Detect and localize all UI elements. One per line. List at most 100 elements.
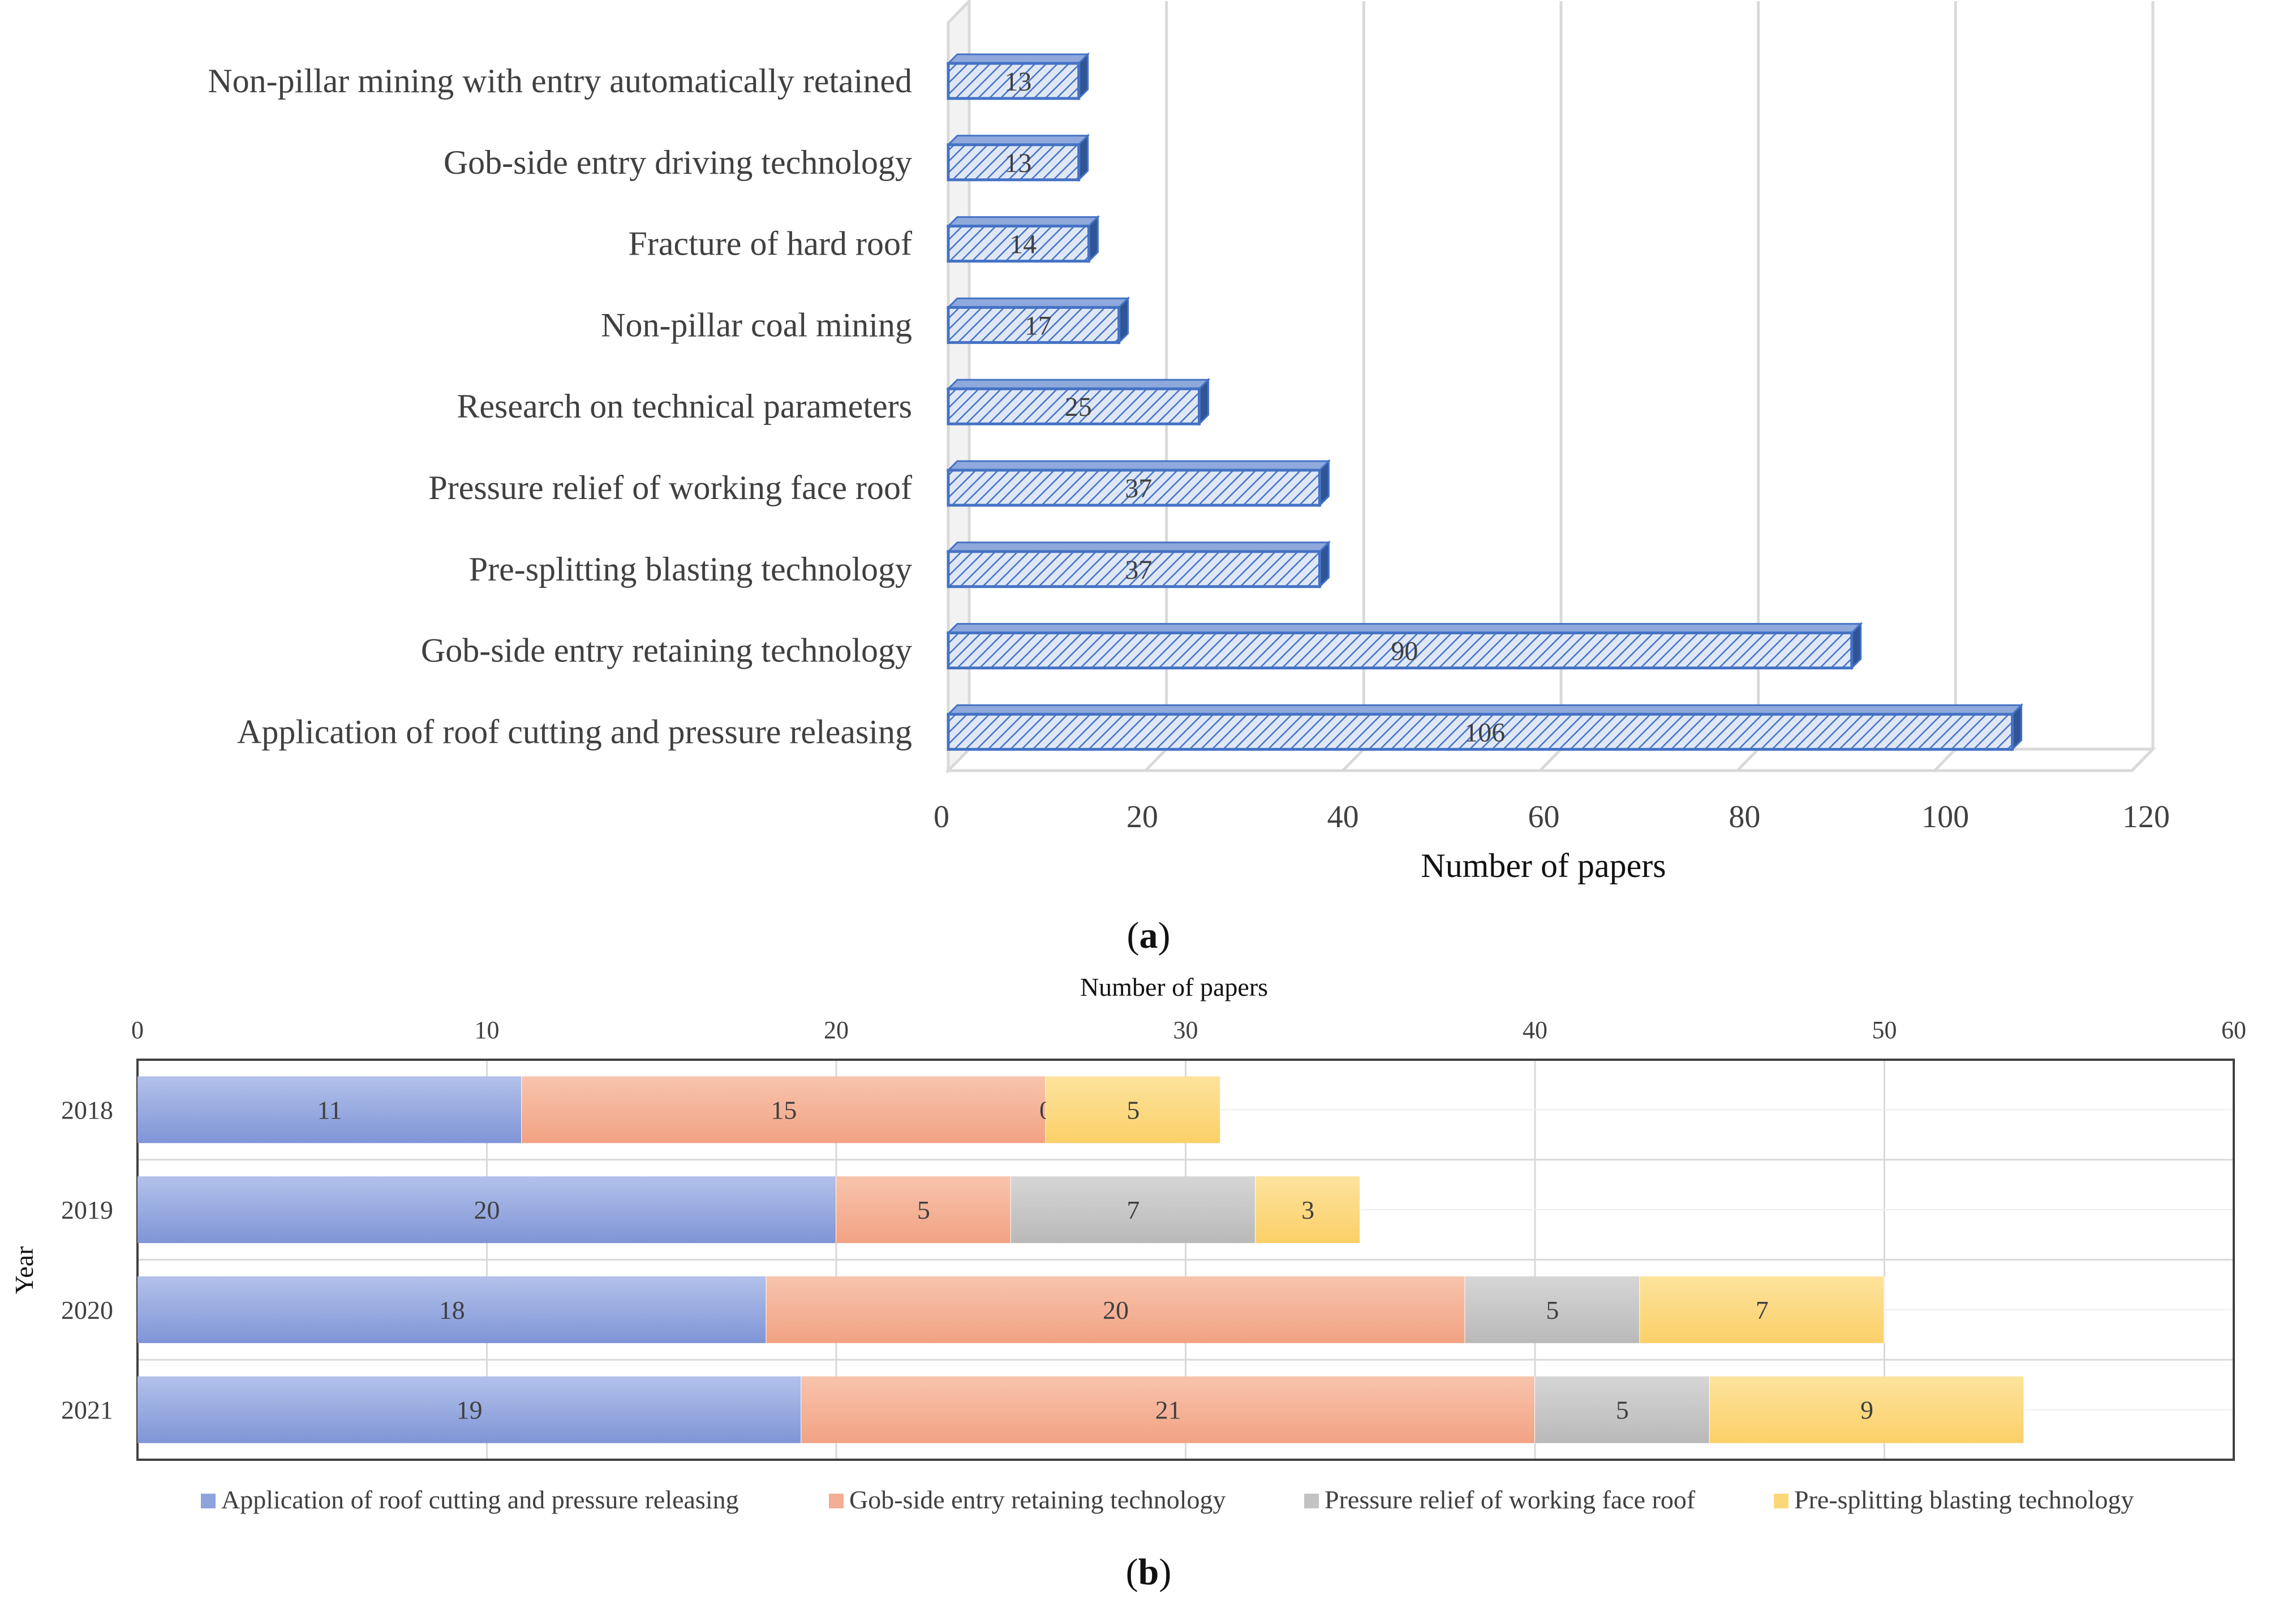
chart-b: Number of papers 0 10 20 30 40 50 60 11 15 0 5 20 5… (10, 973, 2246, 1593)
chart-a-category-labels: Non-pillar mining with entry automatical… (208, 62, 912, 750)
chart-b-segment-value: 9 (1860, 1396, 1873, 1425)
chart-b-bar-segment (1465, 1276, 1640, 1343)
chart-a-tick-label: 40 (1327, 799, 1359, 835)
chart-b-legend-swatch (829, 1494, 844, 1508)
chart-a-category-label: Gob-side entry driving technology (444, 144, 912, 181)
chart-a-category-label: Non-pillar mining with entry automatical… (208, 62, 912, 100)
chart-a-bar (947, 225, 1090, 263)
chart-b-bar-segment (1256, 1176, 1361, 1244)
chart-b-segment-value: 5 (1126, 1095, 1140, 1124)
chart-b-bar-segment (137, 1376, 802, 1443)
chart-b-bar-segment (522, 1076, 1046, 1143)
chart-a: 13 13 14 17 25 37 37 90 106 Non-pillar mining wi… (208, 0, 2170, 956)
chart-b-tick-label: 50 (1872, 1016, 1897, 1044)
chart-b-tick-label: 30 (1173, 1016, 1198, 1044)
chart-a-tick-label: 120 (2122, 799, 2170, 835)
chart-b-bar-segment (1046, 1076, 1221, 1143)
chart-b-legend-label: Application of roof cutting and pressure… (221, 1485, 739, 1514)
chart-a-bar-value: 14 (1009, 230, 1037, 260)
chart-b-year-labels: 2018 2019 2020 2021 (61, 1095, 113, 1424)
chart-b-segment-value: 21 (1155, 1396, 1181, 1425)
chart-b-legend-label: Pressure relief of working face roof (1325, 1485, 1696, 1514)
chart-a-tick-label: 0 (934, 799, 949, 835)
chart-b-bar-segment (1709, 1376, 2024, 1443)
chart-b-tick-label: 60 (2221, 1016, 2246, 1044)
chart-b-tick-label: 0 (131, 1016, 144, 1044)
chart-b-bar-segment (1640, 1276, 1885, 1343)
chart-a-panel-label: (a) (1127, 915, 1171, 956)
chart-b-segment-value: 20 (1103, 1296, 1129, 1325)
chart-b-bars: 11150520573182057192159 (137, 1076, 2025, 1443)
chart-a-bar (947, 712, 2014, 751)
chart-a-bar (947, 550, 1321, 588)
chart-a-category-label: Research on technical parameters (457, 388, 912, 425)
chart-a-bars: 13 13 14 17 25 37 37 90 106 (946, 52, 2024, 752)
chart-b-segment-value: 7 (1756, 1296, 1769, 1325)
chart-a-bar (947, 387, 1201, 425)
chart-b-bar-segment (801, 1376, 1535, 1443)
chart-a-bar (947, 143, 1081, 182)
chart-b-bar-segment (137, 1276, 767, 1343)
chart-b-segment-value: 18 (439, 1296, 465, 1325)
chart-b-segment-value: 15 (771, 1095, 797, 1124)
chart-b-legend-swatch (1304, 1494, 1319, 1508)
chart-a-tick-label: 60 (1528, 799, 1560, 835)
chart-b-legend-swatch (201, 1494, 216, 1508)
chart-a-bar (947, 62, 1081, 100)
chart-b-segment-value: 19 (457, 1396, 483, 1425)
chart-a-tick-label: 20 (1126, 799, 1158, 835)
chart-a-floor-gridline (1144, 748, 1168, 772)
chart-a-floor-gridline (2131, 748, 2154, 772)
chart-b-legend-label: Pre-splitting blasting technology (1794, 1485, 2134, 1514)
chart-b-year-label: 2021 (61, 1396, 113, 1425)
chart-b-segment-value: 5 (917, 1196, 930, 1224)
chart-a-bar-value: 25 (1065, 392, 1092, 422)
chart-a-bar (947, 306, 1121, 344)
chart-b-y-axis-title: Year (10, 1246, 38, 1295)
chart-a-category-label: Pressure relief of working face roof (428, 469, 912, 506)
chart-b-tick-labels: 0 10 20 30 40 50 60 (131, 1016, 2246, 1044)
chart-b-segment-value: 3 (1301, 1196, 1314, 1224)
chart-b-panel-letter: b (1138, 1551, 1159, 1593)
chart-b-legend-swatch (1774, 1494, 1788, 1508)
chart-b-segment-value: 20 (474, 1196, 500, 1224)
chart-a-tick-labels: 0 20 40 60 80 100 120 (934, 799, 2170, 835)
chart-b-tick-label: 20 (824, 1016, 849, 1044)
chart-a-bar-value: 17 (1025, 311, 1052, 341)
chart-a-bar (947, 468, 1321, 507)
chart-b-bar-segment (137, 1076, 522, 1143)
chart-a-tick-label: 80 (1729, 799, 1760, 835)
chart-a-category-label: Non-pillar coal mining (601, 306, 912, 343)
chart-b-x-axis-title: Number of papers (1080, 973, 1268, 1001)
chart-b-legend-label: Gob-side entry retaining technology (849, 1485, 1226, 1514)
chart-b-segment-value: 5 (1546, 1296, 1559, 1325)
chart-b-segment-value: 7 (1126, 1196, 1140, 1224)
chart-a-bar-value: 13 (1004, 148, 1031, 178)
chart-b-tick-label: 40 (1523, 1016, 1547, 1044)
chart-a-floor-gridline (1342, 748, 1365, 772)
chart-a-bar (947, 631, 1854, 670)
chart-a-x-axis-title: Number of papers (1421, 847, 1666, 884)
chart-b-plot-border (136, 1059, 2235, 1461)
chart-a-bar-value: 37 (1125, 555, 1152, 585)
chart-b-year-label: 2018 (61, 1095, 113, 1124)
chart-a-category-label: Fracture of hard roof (629, 225, 912, 263)
chart-b-bar-segment (766, 1276, 1465, 1343)
chart-a-panel-letter: a (1140, 915, 1158, 956)
chart-b-segment-value: 11 (317, 1095, 342, 1124)
chart-b-panel-label: (b) (1126, 1551, 1172, 1593)
chart-b-bar-segment (137, 1176, 836, 1244)
chart-a-bar-value: 106 (1464, 717, 1505, 747)
chart-a-bar-value: 37 (1125, 474, 1152, 504)
chart-b-bar-segment (836, 1176, 1011, 1244)
chart-b-year-label: 2020 (61, 1296, 113, 1325)
chart-a-floor-gridline (1736, 748, 1760, 772)
chart-a-category-label: Pre-splitting blasting technology (469, 551, 912, 588)
chart-a-floor-gridline (1539, 748, 1562, 772)
chart-b-segment-value: 5 (1616, 1396, 1629, 1425)
chart-a-category-label: Application of roof cutting and pressure… (237, 713, 912, 750)
chart-a-floor-gridline (1933, 748, 1957, 772)
chart-b-legend: Application of roof cutting and pressure… (201, 1485, 2134, 1514)
chart-b-bar-segment (1011, 1176, 1256, 1244)
